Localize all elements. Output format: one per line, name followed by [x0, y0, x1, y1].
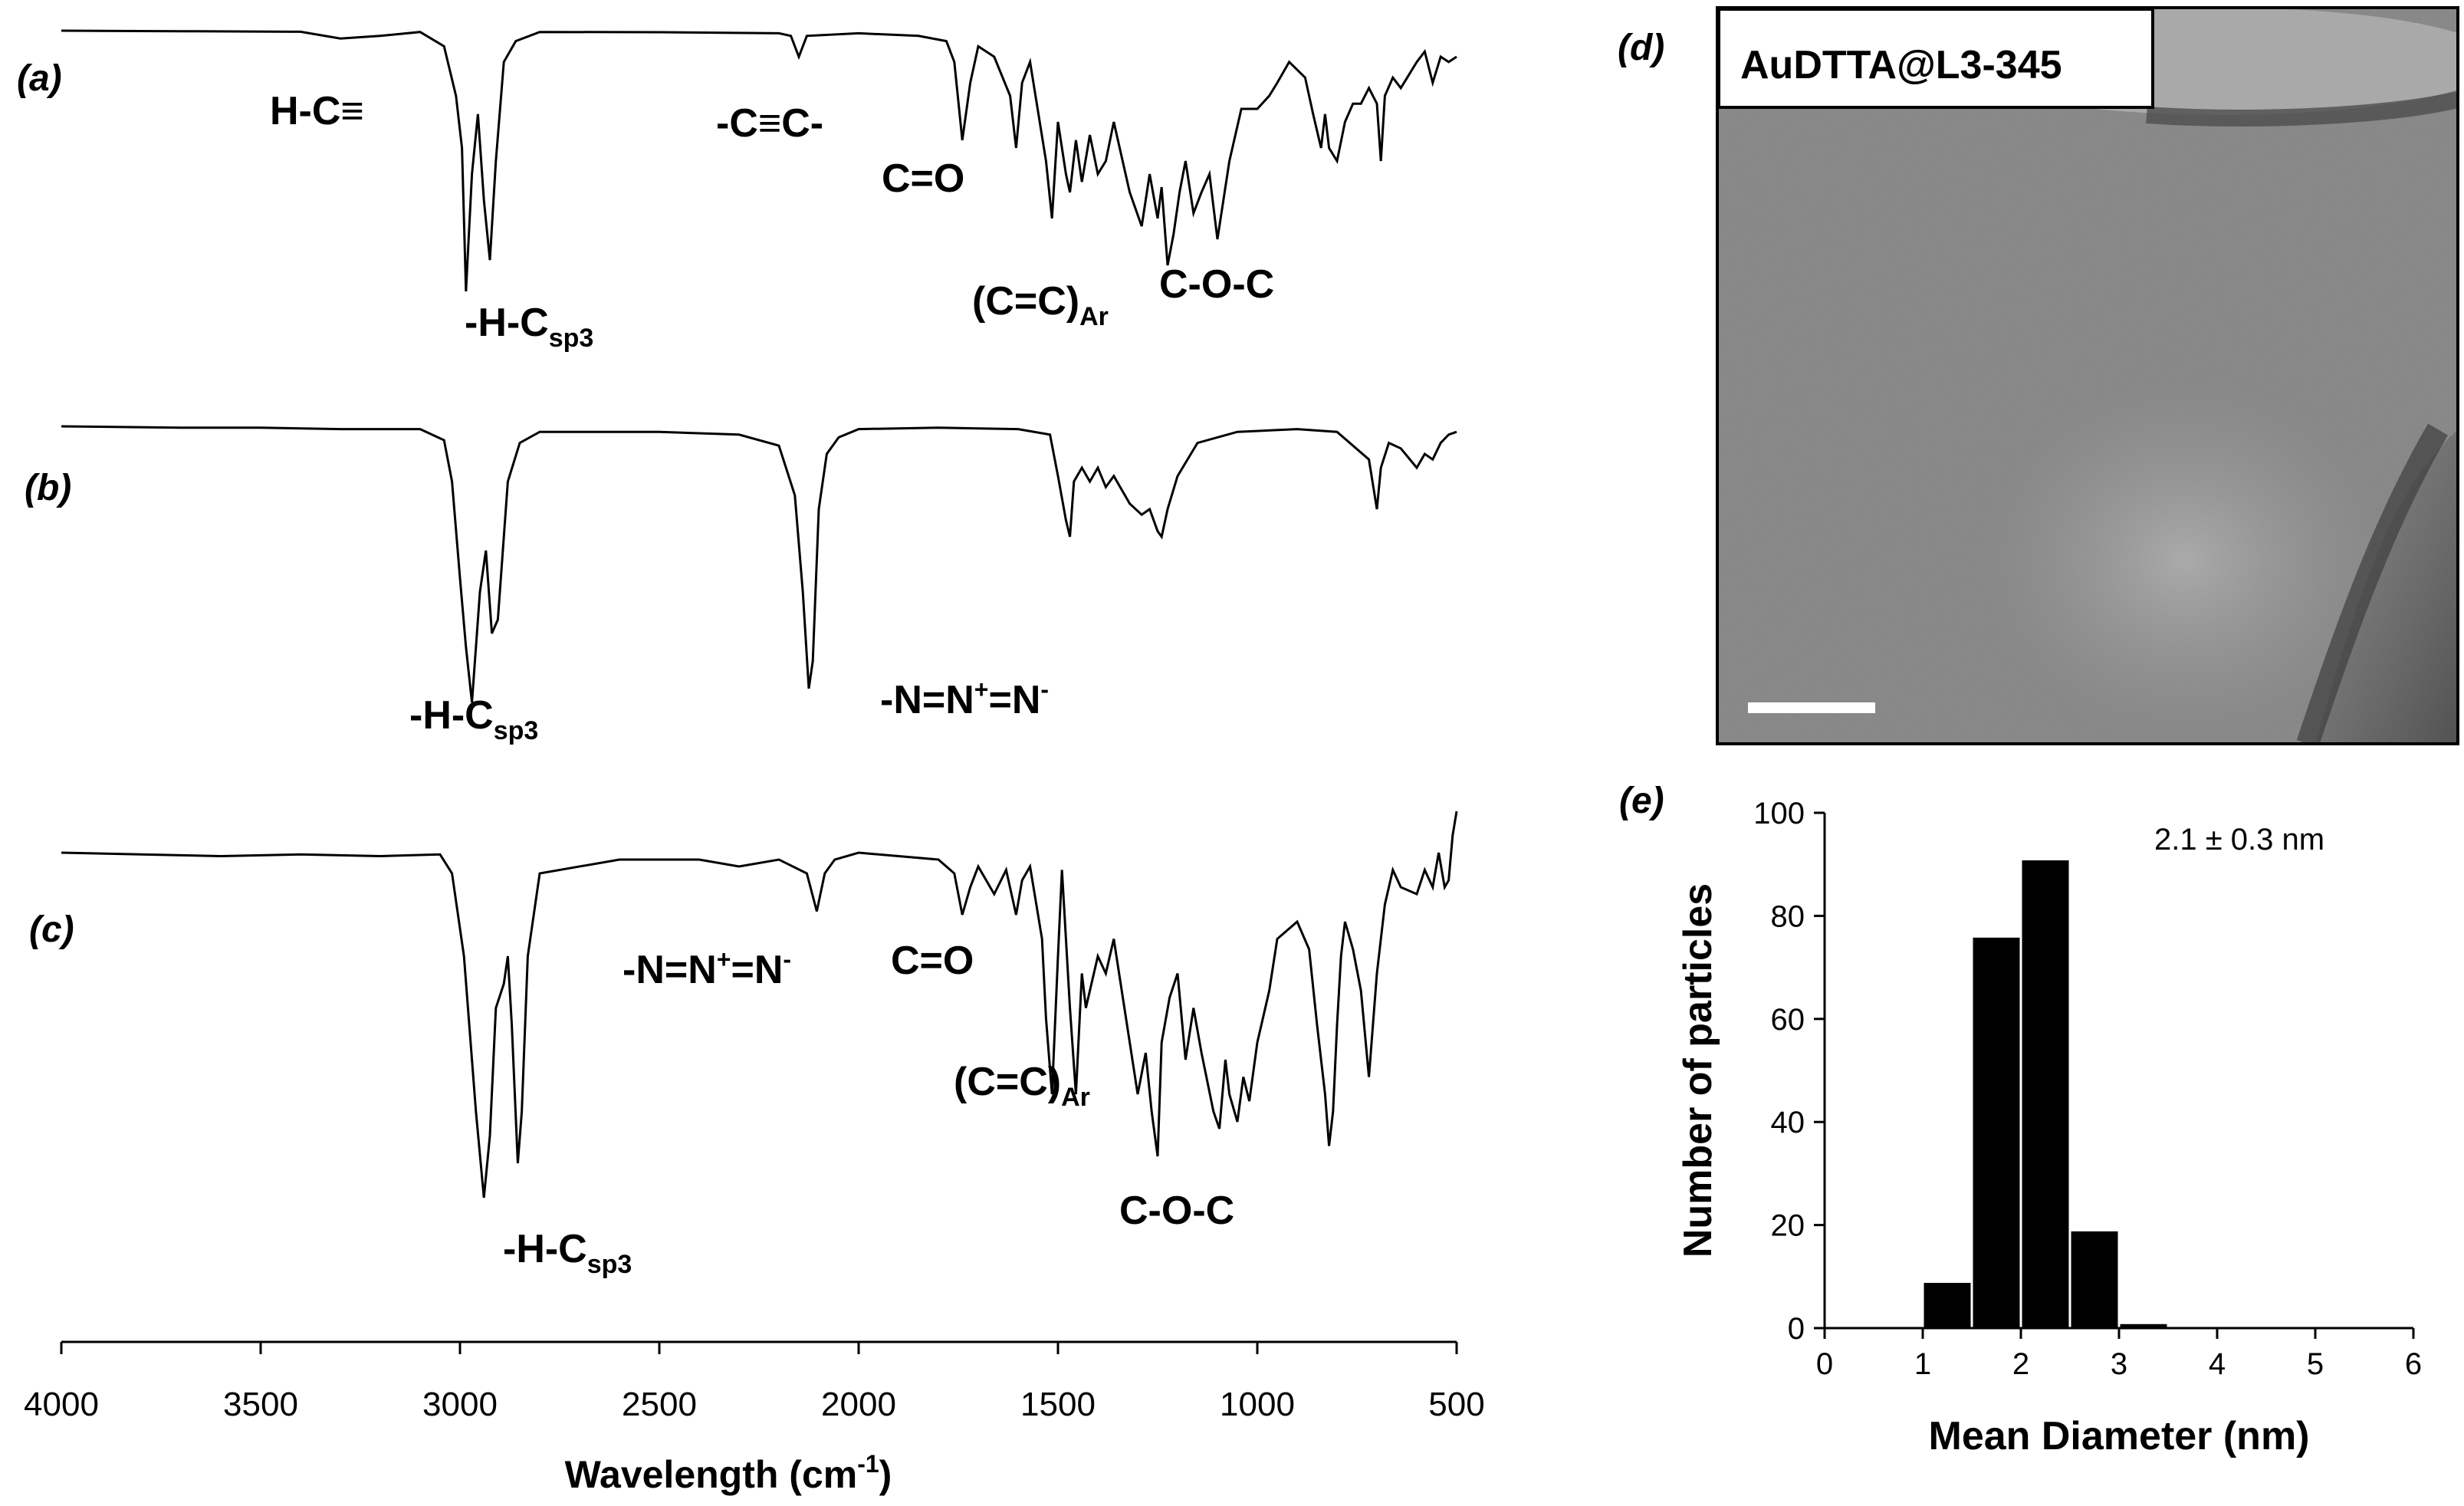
histogram-bars [1921, 857, 2170, 1330]
hist-x-axis-title: Mean Diameter (nm) [1929, 1414, 2310, 1458]
hist-x-tick-label: 3 [2111, 1347, 2127, 1381]
histogram-panel: (e) 0 1 2 3 4 5 6 0 20 40 60 80 100 Mean Diameter (… [1619, 781, 2422, 1458]
hist-x-tick-label: 4 [2209, 1347, 2226, 1381]
ir-spectra-panel: (a) (b) (c) H-C≡ -H-Csp3 -C≡C- C=O (C=C)… [17, 29, 1485, 1496]
ir-x-axis-title: Wavelength (cm-1) [565, 1450, 892, 1496]
peak-label-azide-c: -N=N+=N- [623, 945, 791, 992]
ir-x-tick-label: 1500 [1020, 1386, 1096, 1423]
ir-x-tick-label: 500 [1428, 1386, 1484, 1423]
hist-y-tick-label: 20 [1771, 1209, 1805, 1243]
panel-label-b: (b) [25, 468, 71, 508]
hist-x-tick-label: 0 [1816, 1347, 1833, 1381]
hist-size-annotation: 2.1 ± 0.3 nm [2154, 823, 2324, 857]
ir-x-tick-label: 3000 [422, 1386, 498, 1423]
hist-x-tick-label: 2 [2012, 1347, 2029, 1381]
peak-label-csp3-c: -H-Csp3 [503, 1227, 632, 1279]
peak-label-ether-a: C-O-C [1159, 262, 1274, 307]
histogram-bar-1.75 [1970, 935, 2022, 1330]
hist-y-tick-label: 80 [1771, 899, 1805, 933]
tem-panel: (d) AuDTTA@L3-345 [1618, 6, 2459, 745]
ir-spectrum-c-line [61, 811, 1458, 1199]
histogram-bar-2.75 [2068, 1228, 2121, 1330]
ir-x-tick-label: 4000 [24, 1386, 99, 1423]
tem-label-box [1717, 8, 2154, 109]
hist-x-tick-label: 1 [1914, 1347, 1931, 1381]
scale-bar [1748, 702, 1875, 713]
peak-label-azide-b: -N=N+=N- [880, 676, 1049, 722]
peak-label-alkyne-cc: -C≡C- [716, 101, 823, 146]
peak-label-carbonyl-a: C=O [882, 156, 964, 201]
panel-label-d: (d) [1618, 28, 1664, 68]
tem-sample-label: AuDTTA@L3-345 [1740, 43, 2062, 87]
hist-y-tick-label: 0 [1788, 1312, 1805, 1346]
hist-x-tick-label: 6 [2405, 1347, 2422, 1381]
hist-y-axis-ticks: 0 20 40 60 80 100 [1753, 797, 1825, 1346]
ir-x-tick-label: 1000 [1220, 1386, 1295, 1423]
hist-y-axis-title: Number of particles [1676, 883, 1720, 1258]
hist-y-tick-label: 100 [1753, 797, 1805, 830]
hist-x-axis-ticks: 0 1 2 3 4 5 6 [1816, 1328, 2422, 1381]
ir-x-tick-label: 2000 [821, 1386, 896, 1423]
ir-x-tick-label: 2500 [622, 1386, 697, 1423]
peak-label-aromatic-c: (C=C)Ar [954, 1060, 1090, 1112]
hist-y-tick-label: 40 [1771, 1106, 1805, 1139]
ir-x-axis-ticks: 4000 3500 3000 2500 2000 1500 1000 500 [24, 1342, 1485, 1423]
hist-x-tick-label: 5 [2307, 1347, 2324, 1381]
histogram-bar-1.25 [1921, 1281, 1973, 1330]
peak-label-aromatic-a: (C=C)Ar [972, 279, 1109, 331]
panel-label-c: (c) [29, 909, 74, 950]
ir-spectrum-b-line [61, 425, 1457, 703]
peak-label-csp3-b: -H-Csp3 [409, 693, 538, 745]
peak-label-csp3-a: -H-Csp3 [465, 301, 593, 353]
panel-label-a: (a) [17, 58, 62, 99]
hist-y-tick-label: 60 [1771, 1003, 1805, 1037]
panel-label-e: (e) [1619, 781, 1664, 821]
peak-label-carbonyl-c: C=O [891, 939, 974, 983]
peak-label-alkyne-ch: H-C≡ [270, 89, 364, 133]
histogram-bar-2.25 [2019, 857, 2071, 1330]
ir-x-tick-label: 3500 [223, 1386, 298, 1423]
ir-spectrum-a-line [61, 29, 1457, 292]
peak-label-ether-c: C-O-C [1119, 1189, 1234, 1233]
tem-image [1717, 8, 2458, 744]
